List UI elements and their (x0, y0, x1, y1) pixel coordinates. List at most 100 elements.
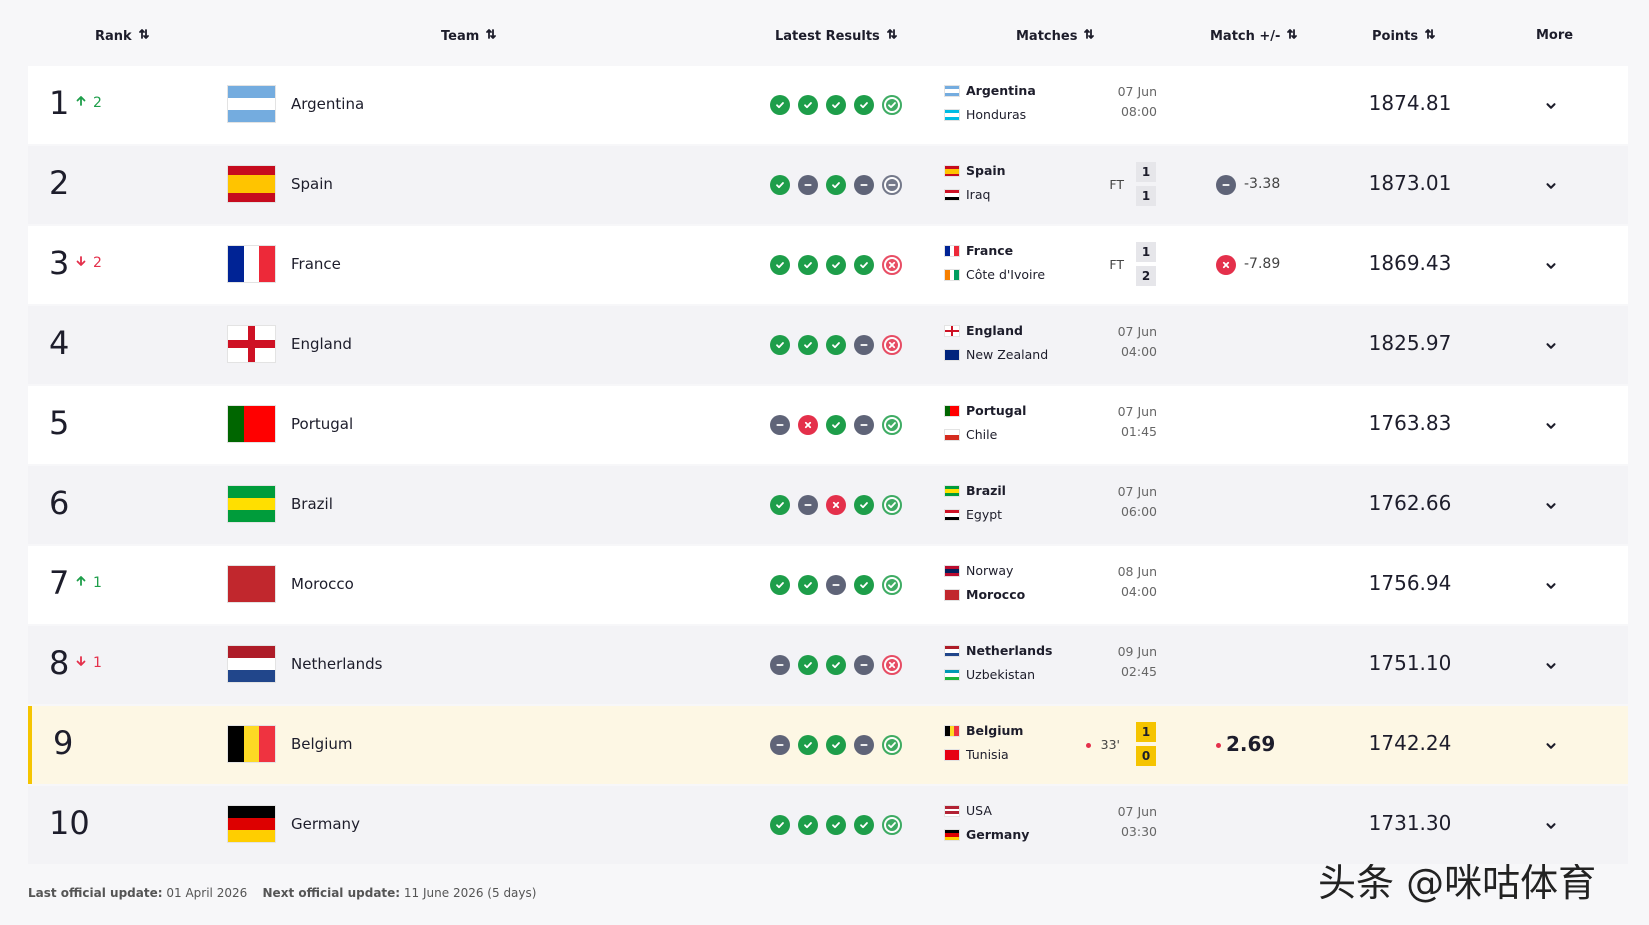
expand-chevron[interactable] (1544, 178, 1558, 197)
expand-chevron[interactable] (1544, 658, 1558, 677)
icon-glyph (832, 742, 840, 749)
match-time: 04:00 (1120, 344, 1157, 359)
result-icon (826, 95, 846, 115)
icon-glyph (886, 29, 897, 39)
expand-chevron[interactable] (1544, 738, 1558, 757)
expand-chevron[interactable] (1544, 418, 1558, 437)
match-team: Egypt (966, 507, 1003, 522)
flag (945, 166, 959, 176)
table-row: 7 1 Morocco Norway Morocco 08 Jun 04:00 1756.94 (28, 546, 1628, 624)
rank: 3 (49, 244, 70, 282)
expand-chevron[interactable] (1544, 818, 1558, 837)
glyph (888, 261, 896, 269)
expand-chevron[interactable] (1544, 578, 1558, 597)
expand-chevron[interactable] (1544, 498, 1558, 517)
flag-stripe (949, 726, 955, 736)
rank-move: 2 (75, 255, 102, 271)
flag-stripe (945, 190, 959, 194)
icon-glyph (1546, 663, 1556, 669)
sort-icon[interactable] (1083, 29, 1095, 44)
header-latest-results[interactable]: Latest Results (775, 28, 898, 44)
delta-value: 2.69 (1226, 732, 1276, 756)
result-icon (770, 815, 790, 835)
glyph (1425, 29, 1436, 39)
header-points[interactable]: Points (1372, 28, 1436, 44)
flag-stripe (949, 270, 955, 280)
move-by: 2 (93, 95, 102, 111)
expand-chevron[interactable] (1544, 258, 1558, 277)
flag-stripe (945, 673, 959, 677)
match-time: 01:45 (1120, 424, 1157, 439)
score: 1 (1136, 186, 1156, 206)
flag (945, 646, 959, 656)
result-icon (770, 575, 790, 595)
table-row: 9 Belgium Belgium Tunisia 33' 1 0 2.69 1742.24 (28, 706, 1628, 784)
team-name: France (291, 255, 341, 273)
flag-stripe (259, 726, 275, 762)
icon-glyph (1546, 423, 1556, 429)
flag-stripe (945, 676, 959, 680)
result-icon (770, 335, 790, 355)
icon-glyph (1546, 343, 1556, 349)
result-icon (1216, 255, 1236, 275)
move-by: 1 (93, 575, 102, 591)
result-icon (826, 495, 846, 515)
flag-stripe (228, 175, 275, 184)
icon-glyph (860, 744, 868, 746)
result-icon (770, 495, 790, 515)
expand-chevron[interactable] (1544, 338, 1558, 357)
score: 1 (1136, 162, 1156, 182)
result-icon (798, 815, 818, 835)
icon-glyph (860, 102, 868, 109)
glyph (804, 742, 812, 749)
icon-glyph (1222, 184, 1230, 186)
sort-icon[interactable] (485, 29, 497, 44)
result-icon (798, 495, 818, 515)
sort-icon[interactable] (1424, 29, 1436, 44)
points: 1762.66 (1368, 491, 1452, 515)
result-icon (826, 575, 846, 595)
result-icon (882, 495, 902, 515)
match-team: Spain (966, 163, 1006, 178)
match-team: Tunisia (966, 747, 1009, 762)
rank-move: 2 (75, 95, 102, 111)
header-team[interactable]: Team (441, 28, 497, 44)
watermark: 头条 @咪咕体育 (1318, 861, 1597, 905)
sort-icon[interactable] (1286, 29, 1298, 44)
icon-glyph (1084, 29, 1095, 39)
match-time: 02:45 (1120, 664, 1157, 679)
team-name: Belgium (291, 735, 353, 753)
rank: 1 (49, 84, 70, 122)
icon-glyph (1546, 503, 1556, 509)
header-matches[interactable]: Matches (1016, 28, 1095, 44)
flag-stripe (228, 486, 275, 498)
rank: 5 (49, 404, 70, 442)
expand-chevron[interactable] (1544, 98, 1558, 117)
flag-stripe (228, 670, 275, 682)
flag-stripe (945, 670, 959, 674)
glyph (1546, 103, 1556, 109)
points: 1874.81 (1368, 91, 1452, 115)
flag-stripe (945, 806, 959, 809)
result-icon (826, 175, 846, 195)
flag (945, 590, 959, 600)
header-match-delta[interactable]: Match +/- (1210, 28, 1298, 44)
icon-glyph (888, 582, 896, 589)
flag (228, 806, 275, 842)
flag-stripe (945, 89, 959, 93)
sort-icon[interactable] (138, 29, 150, 44)
score: 2 (1136, 266, 1156, 286)
match-team: Côte d'Ivoire (966, 267, 1046, 282)
table-row: 10 Germany USA Germany 07 Jun 03:30 1731.30 (28, 786, 1628, 864)
icon-glyph (832, 822, 840, 829)
delta-value: -7.89 (1244, 256, 1281, 272)
header-rank[interactable]: Rank (95, 28, 150, 44)
table-row: 2 Spain Spain Iraq FT 1 1 -3.38 1873.01 (28, 146, 1628, 224)
flag-stripe (945, 168, 959, 171)
glyph (888, 502, 896, 509)
flag (228, 726, 275, 762)
flag-stripe (949, 406, 955, 416)
glyph (832, 501, 840, 509)
sort-icon[interactable] (886, 29, 898, 44)
glyph (776, 582, 784, 589)
